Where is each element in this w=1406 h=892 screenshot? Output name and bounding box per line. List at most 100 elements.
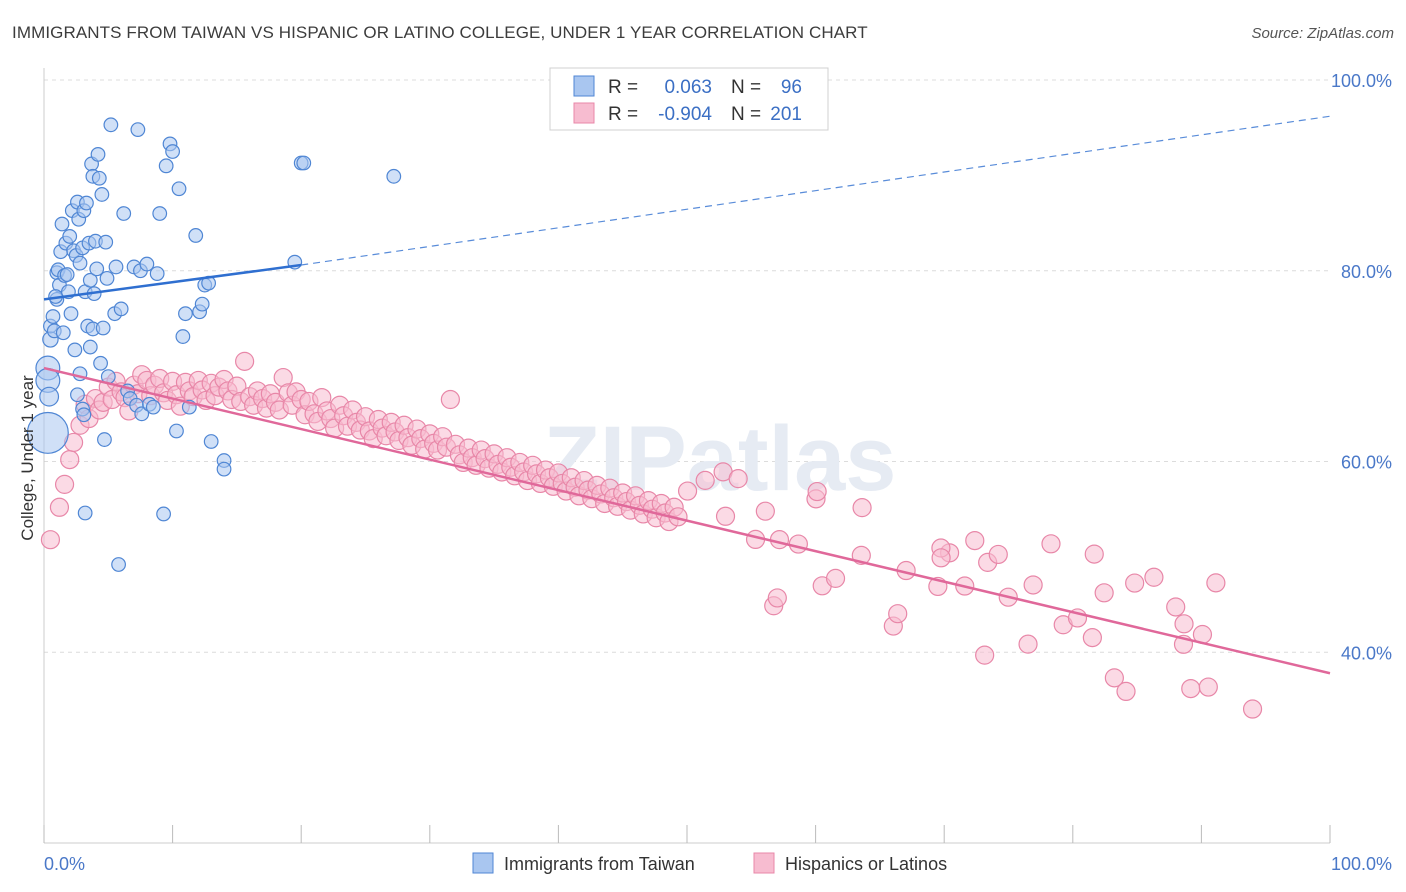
- y-tick-label-3: 100.0%: [1331, 71, 1392, 91]
- taiwan-point-17: [59, 267, 75, 282]
- taiwan-point-0: [26, 411, 69, 454]
- taiwan-point-13: [54, 216, 70, 232]
- taiwan-point-72: [149, 266, 165, 282]
- legend-box: R = 0.063 N = 96 R = -0.904 N = 201: [549, 67, 829, 131]
- hispanic-point-169: [931, 548, 951, 568]
- taiwan-point-53: [98, 234, 114, 250]
- taiwan-point-94: [386, 168, 402, 184]
- taiwan-point-32: [67, 342, 83, 358]
- taiwan-point-73: [152, 206, 168, 221]
- taiwan-point-66: [130, 122, 146, 137]
- legend-swatch-hispanic: [573, 102, 595, 124]
- y-tick-labels: 40.0% 60.0% 80.0% 100.0%: [1331, 71, 1392, 663]
- taiwan-point-30: [79, 195, 94, 211]
- y-tick-label-2: 80.0%: [1341, 262, 1392, 282]
- bottom-legend-label-hispanic: Hispanics or Latinos: [785, 854, 947, 874]
- x-tick-label-0: 0.0%: [44, 854, 85, 874]
- x-tick-labels: 0.0% 100.0%: [44, 854, 1392, 874]
- taiwan-point-46: [82, 339, 98, 355]
- taiwan-point-51: [95, 320, 111, 336]
- hispanic-point-150: [728, 469, 748, 489]
- legend-n-label-2: N =: [731, 104, 761, 125]
- hispanic-point-175: [1023, 575, 1043, 595]
- legend-swatch-taiwan: [573, 75, 595, 97]
- legend-n-label-1: N =: [731, 77, 761, 98]
- taiwan-point-26: [72, 255, 88, 271]
- taiwan-point-54: [99, 270, 115, 286]
- taiwan-point-39: [82, 272, 98, 288]
- chart-title: IMMIGRANTS FROM TAIWAN VS HISPANIC OR LA…: [12, 23, 868, 42]
- bottom-legend-swatch-taiwan: [472, 852, 494, 874]
- legend-r-label-2: R =: [608, 104, 638, 125]
- hispanic-point-180: [1084, 544, 1104, 564]
- hispanic-point-145: [677, 481, 698, 501]
- hispanic-point-154: [769, 530, 790, 550]
- bottom-legend-label-taiwan: Immigrants from Taiwan: [504, 854, 695, 874]
- hispanic-point-1: [49, 497, 70, 517]
- hispanic-point-170: [975, 645, 995, 665]
- source-label: Source: ZipAtlas.com: [1251, 25, 1394, 42]
- hispanic-point-152: [767, 588, 787, 608]
- hispanic-point-172: [965, 531, 985, 551]
- hispanic-point-0: [40, 530, 61, 550]
- taiwan-point-52: [97, 432, 112, 447]
- taiwan-point-78: [169, 423, 184, 439]
- taiwan-trend-line: [43, 263, 302, 301]
- hispanic-point-182: [1094, 583, 1114, 603]
- y-tick-label-0: 40.0%: [1341, 643, 1392, 663]
- taiwan-point-20: [63, 306, 79, 322]
- taiwan-point-19: [62, 229, 78, 244]
- hispanic-point-186: [1144, 567, 1164, 587]
- taiwan-point-75: [158, 158, 174, 174]
- taiwan-point-44: [89, 261, 105, 277]
- taiwan-point-49: [93, 355, 108, 371]
- legend-n-value-1: 96: [781, 77, 802, 98]
- taiwan-point-77: [165, 144, 181, 159]
- hispanic-point-164: [888, 604, 908, 624]
- taiwan-point-60: [113, 301, 129, 317]
- hispanic-point-185: [1104, 668, 1124, 688]
- axes: [43, 68, 1331, 844]
- legend-r-value-2: -0.904: [658, 104, 712, 125]
- hispanic-trend-line: [43, 366, 1331, 675]
- hispanic-point-191: [1198, 677, 1218, 697]
- hispanic-point-187: [1166, 597, 1186, 617]
- taiwan-point-61: [116, 206, 132, 221]
- taiwan-point-83: [188, 228, 204, 243]
- taiwan-point-56: [103, 117, 119, 133]
- hispanic-point-193: [1242, 699, 1263, 719]
- y-tick-label-1: 60.0%: [1341, 453, 1392, 473]
- bottom-legend-swatch-hispanic: [753, 852, 775, 874]
- hispanic-point-2: [54, 474, 75, 494]
- taiwan-point-37: [77, 505, 93, 521]
- series-taiwan-points: [26, 117, 402, 572]
- taiwan-point-58: [108, 259, 124, 275]
- bottom-legend: Immigrants from Taiwan Hispanics or Lati…: [472, 852, 947, 874]
- legend-r-value-1: 0.063: [664, 77, 712, 98]
- hispanic-point-3: [60, 449, 80, 470]
- taiwan-point-48: [91, 170, 107, 186]
- taiwan-point-88: [203, 434, 219, 449]
- taiwan-point-85: [194, 296, 210, 312]
- hispanic-point-146: [695, 470, 715, 490]
- hispanic-point-156: [807, 481, 827, 502]
- taiwan-point-69: [139, 256, 155, 272]
- legend-r-label-1: R =: [608, 77, 638, 98]
- hispanic-point-190: [1174, 614, 1194, 634]
- taiwan-point-45: [90, 146, 106, 162]
- taiwan-point-33: [70, 387, 85, 403]
- hispanic-point-157: [788, 534, 808, 554]
- taiwan-point-59: [111, 557, 126, 572]
- taiwan-point-68: [134, 406, 150, 422]
- hispanic-point-159: [825, 568, 846, 588]
- taiwan-point-6: [45, 309, 61, 324]
- taiwan-point-80: [175, 329, 191, 344]
- hispanic-point-184: [1116, 681, 1136, 702]
- hispanic-point-160: [852, 498, 872, 518]
- hispanic-point-173: [988, 544, 1008, 565]
- series-hispanics-points: [40, 351, 1263, 719]
- taiwan-trend-extension: [301, 115, 1331, 266]
- hispanic-point-179: [1082, 628, 1102, 648]
- taiwan-point-36: [76, 407, 92, 423]
